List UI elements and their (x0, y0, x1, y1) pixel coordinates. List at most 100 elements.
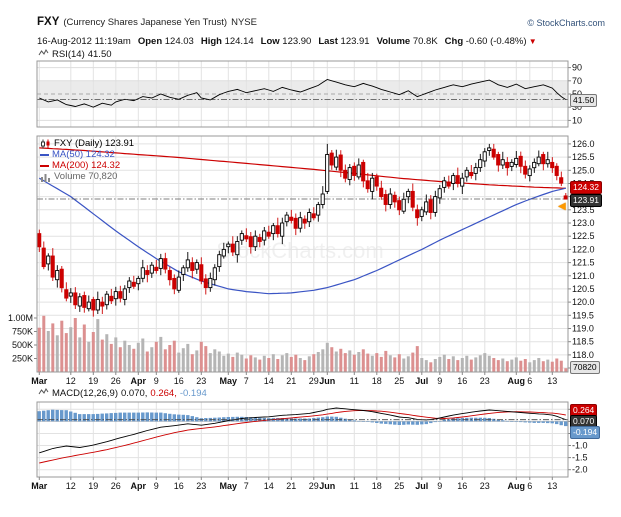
macd-histogram-bar (550, 421, 554, 424)
volume-bar (163, 349, 167, 372)
volume-tick-label: 500K (12, 340, 33, 350)
volume-bar (330, 347, 334, 372)
price-tick-label: 118.5 (572, 337, 594, 347)
x-axis-label: 6 (527, 376, 532, 386)
candle-body (266, 231, 271, 237)
candle-body (289, 216, 294, 221)
candle-body (410, 190, 415, 208)
volume-bar (208, 353, 212, 372)
ma-line-icon (40, 164, 49, 167)
macd-histogram-bar (388, 421, 392, 425)
price-tick-label: 122.5 (572, 231, 595, 241)
volume-bar (420, 358, 424, 372)
x-axis-label: May (220, 481, 238, 491)
last-price-badge: 123.91 (570, 194, 602, 207)
volume-bar (397, 354, 401, 372)
candle-body (50, 255, 55, 278)
candle-body (221, 248, 226, 257)
rsi-value-badge: 41.50 (570, 94, 598, 107)
macd-histogram-bar (118, 412, 122, 422)
volume-bar (429, 362, 433, 372)
candlestick-icon (41, 139, 50, 148)
x-axis-label: 18 (372, 376, 382, 386)
volume-bar (73, 318, 77, 372)
candle-body (514, 157, 519, 165)
candle-body (68, 292, 73, 297)
x-axis-label: 13 (547, 376, 557, 386)
macd-histogram-bar (100, 413, 104, 422)
quote-label: Last (318, 36, 338, 47)
candle-body (302, 218, 307, 224)
macd-histogram-bar (217, 417, 221, 422)
macd-histogram-bar (163, 413, 167, 422)
candle-body (442, 180, 447, 188)
volume-bar (523, 359, 527, 372)
candle-body (298, 217, 303, 229)
macd-histogram-bar (114, 412, 118, 422)
candle-body (140, 267, 145, 279)
candle-body (559, 177, 564, 184)
macd-histogram-bar (523, 421, 527, 423)
candle-body (167, 270, 172, 281)
candle-body (554, 165, 559, 176)
macd-histogram-bar (105, 413, 109, 422)
candle-body (293, 217, 298, 229)
macd-histogram-bar (537, 421, 541, 423)
macd-tick-label: -1.5 (572, 453, 588, 463)
stockcharts-link[interactable]: © StockCharts.com (527, 18, 605, 28)
candle-body (244, 235, 249, 240)
macd-histogram-bar (420, 421, 424, 425)
x-axis-label: 13 (547, 481, 557, 491)
candle-body (95, 299, 100, 311)
macd-histogram-bar (447, 419, 451, 422)
macd-histogram-bar (438, 421, 442, 422)
quote-items: Open 124.03 High 124.14 Low 123.90 Last 123… (131, 36, 537, 47)
macd-histogram-bar (402, 421, 406, 425)
volume-bar (501, 358, 505, 372)
macd-hist-badge: -0.194 (570, 426, 601, 439)
x-axis-label: Aug (508, 481, 526, 491)
macd-histogram-bar (195, 417, 199, 422)
candle-body (257, 237, 262, 242)
volume-bar (132, 348, 136, 372)
macd-histogram-bar (141, 412, 145, 422)
macd-histogram-bar (546, 421, 550, 424)
volume-bar (546, 359, 550, 372)
macd-histogram-bar (64, 410, 68, 422)
x-axis-label: 18 (372, 481, 382, 491)
x-axis-label: 16 (457, 376, 467, 386)
volume-bar (154, 341, 158, 372)
candle-body (455, 175, 460, 184)
volume-bar (519, 360, 523, 372)
rsi-label: RSI(14) 41.50 (38, 48, 112, 60)
volume-bar (402, 358, 406, 372)
macd-value-signal: 0.264, (150, 387, 177, 399)
candle-body (284, 214, 289, 223)
indicator-icon (38, 387, 49, 399)
x-axis-label: 12 (66, 481, 76, 491)
x-axis-label: 25 (394, 376, 404, 386)
volume-bar (375, 353, 379, 372)
rsi-tick-label: 30 (572, 102, 582, 112)
x-axis-label: 23 (196, 376, 206, 386)
price-tick-label: 123.0 (572, 218, 595, 228)
macd-histogram-bar (501, 420, 505, 422)
macd-histogram-bar (150, 412, 154, 422)
macd-line (39, 407, 566, 454)
rsi-label-text: RSI(14) (52, 48, 85, 60)
candle-body (122, 288, 127, 300)
price-tick-label: 122.0 (572, 244, 595, 254)
macd-histogram-bar (136, 412, 140, 422)
volume-bar (168, 345, 172, 372)
ma50-line (38, 177, 566, 295)
candle-body (275, 225, 280, 235)
macd-histogram-bar (442, 419, 446, 422)
macd-histogram-bar (159, 412, 163, 422)
macd-histogram-bar (96, 413, 100, 422)
candle-body (379, 187, 384, 198)
volume-bar (433, 359, 437, 372)
macd-histogram-bar (82, 414, 86, 422)
volume-bar (469, 359, 473, 372)
macd-histogram-bar (73, 412, 77, 422)
candle-body (329, 152, 334, 166)
